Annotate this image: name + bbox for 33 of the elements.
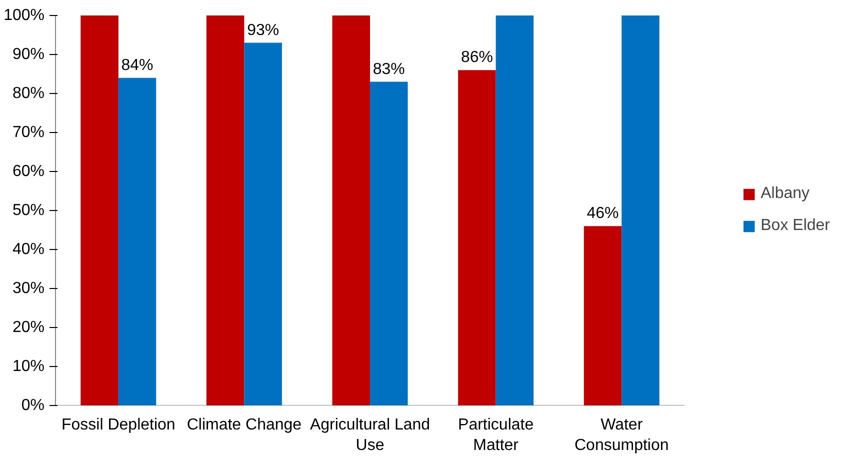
y-tick-label: 50% xyxy=(12,202,45,219)
bar xyxy=(496,16,534,406)
legend-label: Albany xyxy=(760,185,810,203)
y-tick-label: 100% xyxy=(4,7,44,24)
x-tick-label: Particulate Matter xyxy=(458,416,534,454)
y-tick-label: 20% xyxy=(12,319,45,336)
data-label: 46% xyxy=(586,205,619,222)
bar xyxy=(370,82,408,406)
bar xyxy=(458,70,496,406)
y-tick-label: 70% xyxy=(12,124,45,141)
x-tick-label: Fossil Depletion xyxy=(61,416,176,434)
y-tick-label: 40% xyxy=(12,241,45,258)
y-tick-label: 80% xyxy=(12,85,45,102)
bar xyxy=(584,226,622,406)
data-label: 83% xyxy=(372,60,405,78)
data-label: 84% xyxy=(121,56,154,74)
data-label: 86% xyxy=(460,49,493,66)
bar xyxy=(244,42,282,406)
legend-label: Box Elder xyxy=(760,217,830,235)
x-tick-label: Climate Change xyxy=(186,416,302,434)
x-tick-label: Water Consumption xyxy=(574,416,669,454)
bar xyxy=(118,78,156,406)
bar xyxy=(622,16,660,406)
y-tick-label: 0% xyxy=(21,397,44,414)
y-tick-label: 30% xyxy=(12,280,45,297)
x-tick-label: Agricultural Land Use xyxy=(310,416,430,454)
data-label: 93% xyxy=(247,22,280,39)
bar xyxy=(80,16,118,406)
bar xyxy=(206,16,244,406)
y-tick-label: 60% xyxy=(12,163,45,180)
bar xyxy=(332,16,370,406)
y-tick-label: 90% xyxy=(12,46,45,63)
y-tick-label: 10% xyxy=(12,358,45,375)
